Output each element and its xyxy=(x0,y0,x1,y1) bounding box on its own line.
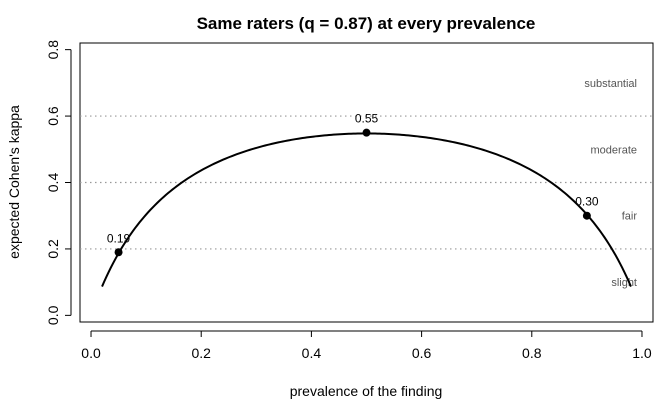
x-axis-title: prevalence of the finding xyxy=(290,383,443,399)
y-tick-label: 0.6 xyxy=(45,106,61,126)
data-point xyxy=(114,248,123,257)
kappa-curve xyxy=(101,132,632,287)
x-tick-label: 0.2 xyxy=(191,345,211,361)
point-label: 0.55 xyxy=(355,112,379,126)
x-tick-label: 0.0 xyxy=(81,345,101,361)
x-tick-label: 0.6 xyxy=(412,345,432,361)
y-tick-label: 0.8 xyxy=(45,40,61,60)
y-tick-label: 0.2 xyxy=(45,239,61,259)
point-label: 0.30 xyxy=(575,195,599,209)
y-axis-title: expected Cohen's kappa xyxy=(6,105,22,259)
chart-title: Same raters (q = 0.87) at every prevalen… xyxy=(197,14,536,33)
band-label: slight xyxy=(611,277,637,289)
band-label: substantial xyxy=(584,78,637,90)
reference-lines xyxy=(80,115,653,250)
x-tick-label: 1.0 xyxy=(632,345,652,361)
y-axis: 0.0 0.2 0.4 0.6 0.8 xyxy=(45,40,72,325)
highlighted-points: 0.19 0.55 0.30 xyxy=(107,112,599,257)
point-label: 0.19 xyxy=(107,231,131,245)
x-tick-label: 0.4 xyxy=(302,345,322,361)
y-tick-label: 0.0 xyxy=(45,305,61,325)
band-label: moderate xyxy=(591,144,637,156)
band-label: fair xyxy=(622,211,638,223)
x-axis: 0.0 0.2 0.4 0.6 0.8 1.0 xyxy=(81,330,652,361)
band-labels: slight fair moderate substantial xyxy=(584,78,637,289)
x-tick-label: 0.8 xyxy=(522,345,542,361)
data-point xyxy=(362,128,371,137)
y-tick-label: 0.4 xyxy=(45,173,61,193)
data-point xyxy=(582,211,591,220)
